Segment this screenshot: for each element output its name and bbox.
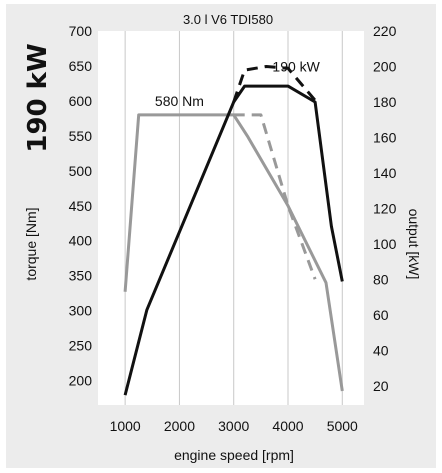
series-layer [123, 65, 344, 396]
annotation-1: 190 kW [272, 59, 320, 75]
y-right-tick-label-160: 160 [373, 130, 397, 146]
y-right-tick-label-180: 180 [373, 94, 397, 110]
y-left-tick-label-300: 300 [69, 303, 93, 319]
y-right-tick-label-80: 80 [373, 272, 389, 288]
y-right-tick-label-100: 100 [373, 236, 397, 252]
y-right-tick-label-220: 220 [373, 23, 397, 39]
y-left-tick-label-400: 400 [69, 233, 93, 249]
y-right-tick-label-120: 120 [373, 201, 397, 217]
y-left-tick-label-450: 450 [69, 198, 93, 214]
tick-labels: 1000 2000 3000 4000 5000 200 250 300 350 400 450 50… [69, 23, 397, 434]
y-right-tick-label-140: 140 [373, 165, 397, 181]
output-line [123, 84, 344, 396]
y-left-tick-label-700: 700 [69, 23, 93, 39]
x-tick-label-4000: 4000 [272, 418, 303, 434]
chart-title: 3.0 l V6 TDI580 [183, 12, 273, 27]
annotations: 580 Nm 190 kW [155, 59, 321, 109]
x-tick-label-1000: 1000 [110, 418, 141, 434]
y-left-tick-label-650: 650 [69, 58, 93, 74]
grid-lines [124, 31, 343, 405]
y-left-tick-label-200: 200 [69, 373, 93, 389]
y-left-tick-label-350: 350 [69, 268, 93, 284]
y-axis-right-title: output [kW] [406, 209, 422, 280]
big-output-label: 190 kW [23, 43, 53, 152]
annotation-0: 580 Nm [155, 93, 204, 109]
x-tick-label-5000: 5000 [327, 418, 358, 434]
torque-line [123, 113, 344, 392]
y-right-tick-label-40: 40 [373, 343, 389, 359]
x-tick-label-3000: 3000 [218, 418, 249, 434]
y-right-tick-label-200: 200 [373, 59, 397, 75]
output-dashed-line [232, 65, 317, 103]
plot-area [98, 31, 364, 405]
torque-dashed-line [233, 113, 317, 280]
y-axis-left-title: torque [Nm] [23, 207, 39, 280]
y-right-tick-label-60: 60 [373, 307, 389, 323]
y-left-tick-label-250: 250 [69, 338, 93, 354]
y-left-tick-label-600: 600 [69, 93, 93, 109]
chart-card: 3.0 l V6 TDI580 1000 2000 3000 4000 5000 200 2… [6, 4, 436, 468]
x-axis-title: engine speed [rpm] [174, 447, 294, 463]
y-left-tick-label-550: 550 [69, 128, 93, 144]
torque-output-chart: 3.0 l V6 TDI580 1000 2000 3000 4000 5000 200 2… [23, 12, 422, 463]
x-tick-label-2000: 2000 [164, 418, 195, 434]
y-right-tick-label-20: 20 [373, 378, 389, 394]
y-left-tick-label-500: 500 [69, 163, 93, 179]
